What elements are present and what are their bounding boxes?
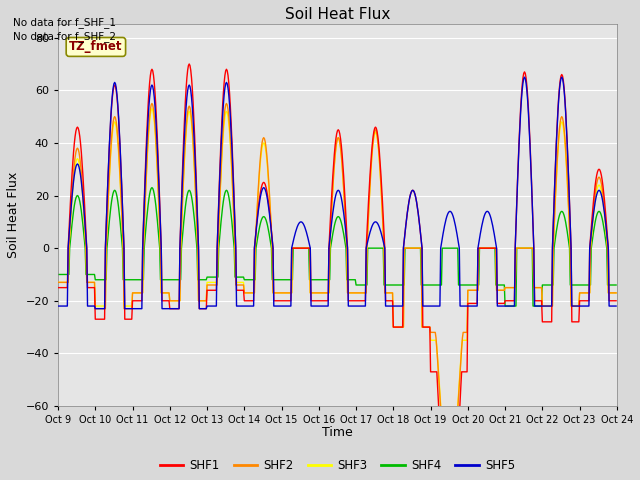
SHF5 bbox=[179, 164, 187, 169]
SHF1 bbox=[406, 195, 413, 201]
SHF3 bbox=[406, 245, 413, 251]
SHF2 bbox=[148, 100, 156, 106]
SHF4 bbox=[64, 272, 72, 277]
SHF5 bbox=[54, 303, 62, 309]
SHF4 bbox=[406, 245, 413, 251]
SHF4 bbox=[209, 274, 216, 280]
SHF5 bbox=[122, 306, 130, 312]
Line: SHF1: SHF1 bbox=[58, 64, 616, 480]
SHF5 bbox=[209, 303, 216, 309]
SHF3 bbox=[64, 279, 72, 285]
SHF3 bbox=[209, 279, 216, 285]
Y-axis label: Soil Heat Flux: Soil Heat Flux bbox=[7, 172, 20, 258]
SHF4 bbox=[612, 282, 620, 288]
SHF4 bbox=[148, 185, 156, 191]
SHF3 bbox=[422, 324, 430, 330]
SHF2 bbox=[209, 282, 216, 288]
SHF1 bbox=[122, 316, 129, 322]
Line: SHF4: SHF4 bbox=[58, 188, 616, 306]
Text: No data for f_SHF_1: No data for f_SHF_1 bbox=[13, 17, 116, 28]
SHF2 bbox=[64, 279, 72, 285]
SHF1 bbox=[179, 175, 186, 180]
SHF1 bbox=[186, 61, 193, 67]
SHF5 bbox=[612, 303, 620, 309]
SHF4 bbox=[501, 303, 509, 309]
Text: No data for f_SHF_2: No data for f_SHF_2 bbox=[13, 31, 116, 42]
SHF4 bbox=[422, 282, 430, 288]
SHF2 bbox=[612, 290, 620, 296]
SHF5 bbox=[64, 245, 72, 251]
Title: Soil Heat Flux: Soil Heat Flux bbox=[285, 7, 390, 22]
Line: SHF2: SHF2 bbox=[58, 103, 616, 480]
Line: SHF3: SHF3 bbox=[58, 108, 616, 480]
SHF2 bbox=[422, 324, 430, 330]
SHF1 bbox=[612, 298, 620, 304]
SHF5 bbox=[92, 306, 99, 312]
SHF2 bbox=[122, 306, 129, 312]
SHF1 bbox=[54, 285, 62, 290]
SHF1 bbox=[209, 288, 216, 293]
SHF5 bbox=[422, 303, 430, 309]
SHF4 bbox=[122, 277, 129, 283]
SHF3 bbox=[612, 290, 620, 296]
SHF3 bbox=[54, 279, 62, 285]
SHF5 bbox=[521, 74, 529, 80]
SHF2 bbox=[179, 186, 187, 192]
Line: SHF5: SHF5 bbox=[58, 77, 616, 309]
SHF4 bbox=[54, 272, 62, 277]
SHF2 bbox=[406, 245, 413, 251]
SHF3 bbox=[122, 303, 129, 309]
SHF5 bbox=[406, 195, 413, 201]
SHF3 bbox=[148, 106, 156, 111]
X-axis label: Time: Time bbox=[322, 426, 353, 440]
SHF1 bbox=[64, 245, 72, 251]
SHF1 bbox=[422, 324, 430, 330]
SHF2 bbox=[54, 279, 62, 285]
SHF4 bbox=[179, 228, 187, 233]
SHF3 bbox=[179, 189, 187, 194]
Legend: SHF1, SHF2, SHF3, SHF4, SHF5: SHF1, SHF2, SHF3, SHF4, SHF5 bbox=[155, 454, 520, 477]
Text: TZ_fmet: TZ_fmet bbox=[69, 40, 123, 53]
